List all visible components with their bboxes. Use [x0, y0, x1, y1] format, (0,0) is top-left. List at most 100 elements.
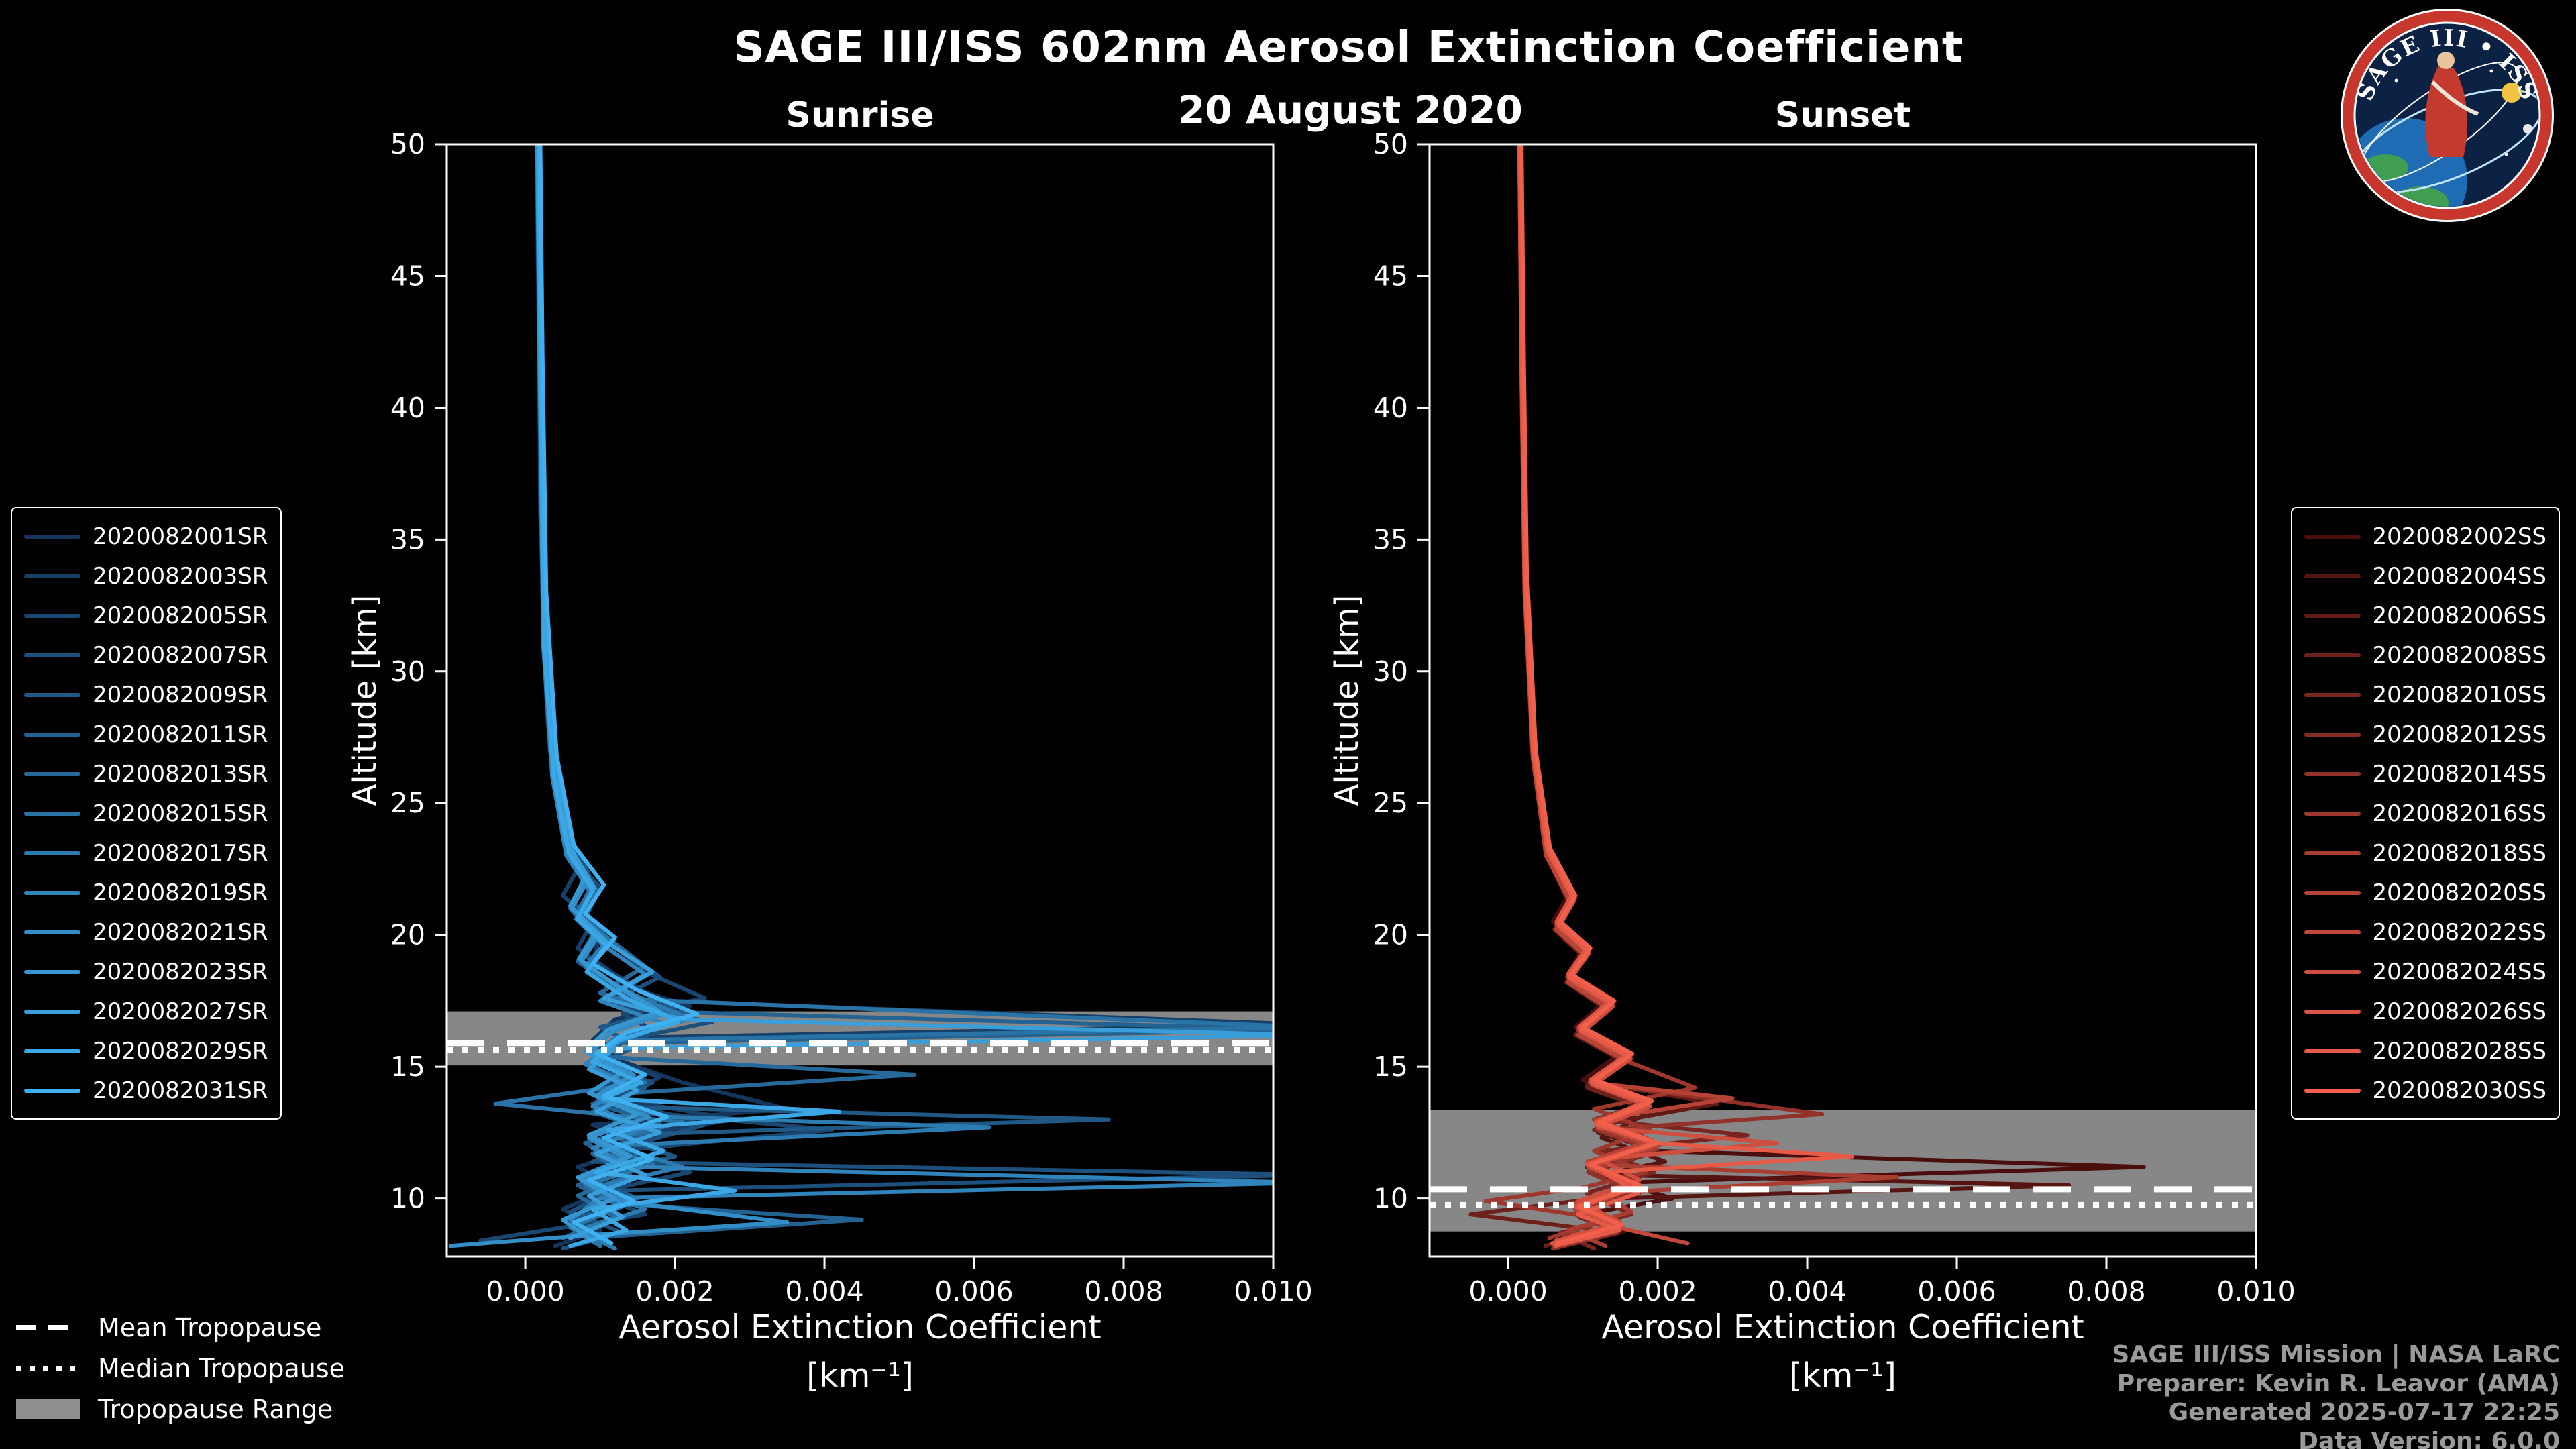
legend-item: 2020082002SS [2304, 517, 2546, 556]
legend-line-swatch [2304, 732, 2361, 737]
legend-label: 2020082006SS [2372, 602, 2546, 629]
y-tick-label: 50 [390, 128, 425, 160]
y-tick-label: 45 [390, 260, 425, 292]
profile-line [1517, 144, 1854, 1248]
sunset-x-axis-label: Aerosol Extinction Coefficient [1601, 1308, 2084, 1346]
legend-label: 2020082024SS [2372, 958, 2546, 985]
y-tick-label: 35 [1373, 523, 1408, 555]
legend-line-swatch [2304, 613, 2361, 618]
sunset-panel-title: Sunset [1774, 95, 1911, 136]
legend-item: 2020082007SR [24, 635, 268, 675]
legend-label: 2020082013SR [93, 760, 268, 788]
legend-label: 2020082016SS [2372, 800, 2546, 827]
y-tick-label: 30 [1373, 655, 1408, 688]
legend-line-swatch [2304, 811, 2361, 816]
legend-line-swatch [2304, 574, 2361, 578]
y-tick-label: 25 [390, 787, 425, 819]
legend-item: 2020082031SR [24, 1071, 268, 1110]
legend-line-swatch [2304, 692, 2361, 697]
x-tick-label: 0.010 [2216, 1275, 2295, 1307]
legend-line-swatch [24, 930, 80, 934]
x-tick-label: 0.004 [785, 1275, 863, 1307]
credits-mission: SAGE III/ISS Mission | NASA LaRC [2112, 1341, 2560, 1368]
legend-label: Mean Tropopause [98, 1312, 322, 1342]
legend-line-swatch [24, 732, 80, 737]
legend-line-swatch [2304, 930, 2361, 934]
legend-label: Median Tropopause [98, 1353, 345, 1383]
sage-iss-logo: SAGE III • ISS [2341, 9, 2554, 222]
sunrise-y-axis-label: Altitude [km] [346, 594, 384, 806]
y-tick-label: 20 [390, 919, 425, 951]
profile-line [1468, 144, 1660, 1248]
profile-line [1519, 144, 1899, 1248]
legend-label: 2020082026SS [2372, 998, 2546, 1025]
legend-item: 2020082003SR [24, 556, 268, 596]
profile-line [1517, 144, 1825, 1251]
x-tick-label: 0.006 [1917, 1275, 1996, 1307]
legend-item: 2020082026SS [2304, 991, 2546, 1031]
legend-line-swatch [24, 1009, 80, 1014]
y-tick-label: 35 [390, 523, 425, 555]
legend-label: 2020082030SS [2372, 1077, 2546, 1104]
legend-item: 2020082019SR [24, 873, 268, 912]
legend-item: 2020082018SS [2304, 833, 2546, 873]
legend-item: 2020082010SS [2304, 675, 2546, 714]
legend-line-swatch [24, 890, 80, 895]
legend-label: 2020082005SR [93, 602, 268, 629]
legend-label: 2020082011SR [93, 720, 268, 748]
legend-line-swatch [24, 851, 80, 855]
legend-item: 2020082012SS [2304, 714, 2546, 754]
legend-line-swatch [2304, 1088, 2361, 1093]
credits-generated: Generated 2025-07-17 22:25 [2168, 1399, 2560, 1426]
legend-item: 2020082024SS [2304, 952, 2546, 991]
x-tick-label: 0.010 [1234, 1275, 1312, 1307]
legend-item: 2020082028SS [2304, 1031, 2546, 1071]
profile-line [1519, 144, 1660, 1246]
logo-moon [2523, 124, 2532, 133]
profile-line [537, 144, 842, 1248]
y-tick-label: 25 [1373, 787, 1408, 819]
x-tick-label: 0.002 [1618, 1275, 1697, 1307]
legend-label: 2020082019SR [93, 879, 268, 906]
legend-item: 2020082015SR [24, 794, 268, 833]
legend-label: 2020082029SR [93, 1037, 268, 1065]
x-tick-label: 0.004 [1768, 1275, 1846, 1307]
legend-line-swatch [2304, 1009, 2361, 1014]
sunrise-x-axis-units: [km⁻¹] [806, 1356, 914, 1395]
legend-line-swatch [24, 574, 80, 578]
profile-line [1517, 144, 2146, 1248]
legend-label: 2020082021SR [93, 918, 268, 946]
legend-line-swatch [24, 1088, 80, 1093]
y-tick-label: 15 [390, 1051, 425, 1083]
legend-line-swatch [2304, 534, 2361, 539]
tropopause-range-band [1430, 1110, 2256, 1232]
legend-label: 2020082028SS [2372, 1037, 2546, 1065]
profile-line [534, 144, 1273, 1246]
legend-label: 2020082010SS [2372, 681, 2546, 708]
credits-preparer: Preparer: Kevin R. Leavor (AMA) [2116, 1370, 2560, 1397]
legend-label: 2020082009SR [93, 681, 268, 708]
legend-item: 2020082013SR [24, 754, 268, 794]
dotted-line-swatch [16, 1366, 80, 1371]
sunrise-x-axis-label: Aerosol Extinction Coefficient [619, 1308, 1102, 1346]
legend-item: 2020082027SR [24, 991, 268, 1031]
plot-frame [445, 143, 1275, 1258]
legend-line-swatch [24, 771, 80, 776]
legend-line-swatch [2304, 851, 2361, 855]
legend-line-swatch [2304, 1049, 2361, 1053]
legend-label: 2020082027SR [93, 998, 268, 1025]
legend-label: 2020082018SS [2372, 839, 2546, 867]
y-tick-label: 40 [1373, 392, 1408, 424]
legend-label: 2020082031SR [93, 1077, 268, 1104]
legend-item: 2020082004SS [2304, 556, 2546, 596]
y-tick-label: 30 [390, 655, 425, 688]
sunrise-panel-title: Sunrise [786, 95, 934, 136]
y-tick-label: 40 [390, 392, 425, 424]
legend-item: 2020082030SS [2304, 1071, 2546, 1110]
y-tick-label: 50 [1373, 128, 1408, 160]
tropopause-range-legend-item: Tropopause Range [16, 1389, 345, 1430]
sunrise-plot-area [447, 144, 1273, 1251]
y-tick-label: 10 [1373, 1183, 1408, 1215]
legend-item: 2020082014SS [2304, 754, 2546, 794]
